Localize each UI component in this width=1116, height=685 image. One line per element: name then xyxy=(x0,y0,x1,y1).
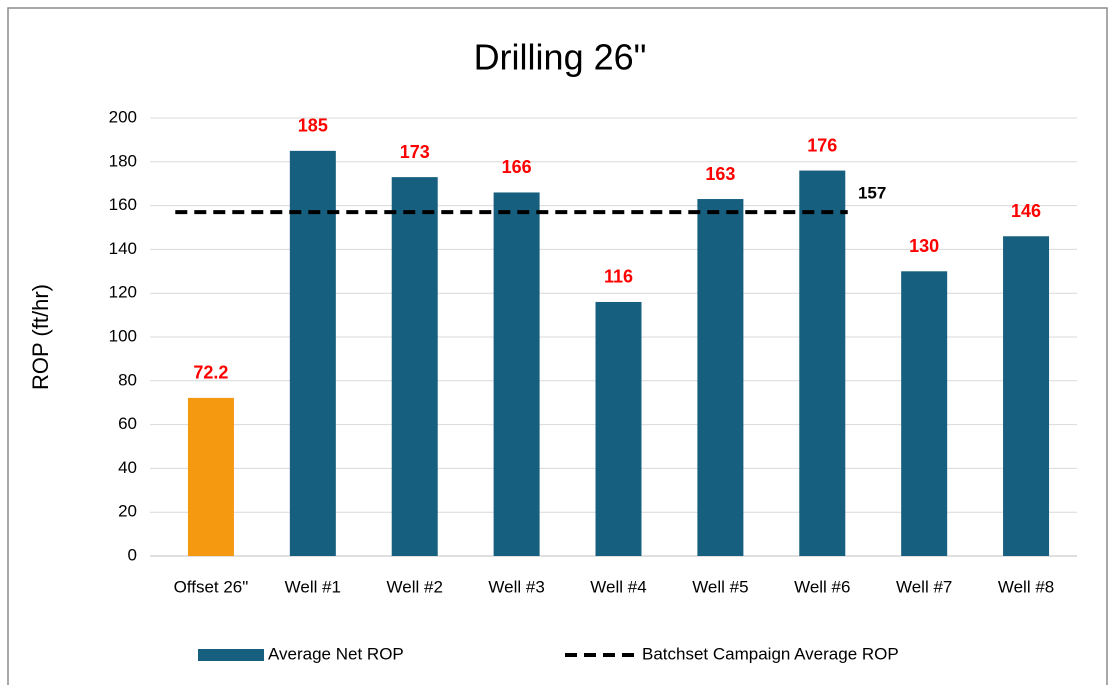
x-tick-label: Offset 26" xyxy=(174,577,249,596)
legend-swatch xyxy=(198,649,264,661)
x-tick-label: Well #3 xyxy=(488,577,544,596)
y-tick-label: 160 xyxy=(109,195,137,214)
bar xyxy=(799,170,846,556)
bar xyxy=(493,192,540,556)
bar xyxy=(1003,236,1050,556)
data-label: 146 xyxy=(1011,201,1041,221)
y-tick-label: 40 xyxy=(118,458,137,477)
bar xyxy=(697,199,744,556)
x-tick-label: Well #8 xyxy=(998,577,1054,596)
y-tick-label: 140 xyxy=(109,239,137,258)
data-label: 116 xyxy=(604,267,633,287)
chart-title: Drilling 26" xyxy=(474,37,647,78)
y-axis-label: ROP (ft/hr) xyxy=(28,284,53,390)
legend-label: Batchset Campaign Average ROP xyxy=(642,644,899,663)
data-label: 163 xyxy=(705,164,735,184)
bar xyxy=(901,271,948,556)
x-tick-label: Well #5 xyxy=(692,577,748,596)
data-label: 130 xyxy=(909,236,939,256)
bar xyxy=(289,150,336,556)
bar xyxy=(391,177,438,556)
y-tick-label: 120 xyxy=(109,283,137,302)
y-tick-label: 200 xyxy=(109,107,137,126)
x-tick-label: Well #7 xyxy=(896,577,952,596)
data-label: 176 xyxy=(807,135,837,155)
legend-label: Average Net ROP xyxy=(268,644,404,663)
y-tick-label: 0 xyxy=(128,545,137,564)
bar xyxy=(187,397,234,556)
x-tick-label: Well #2 xyxy=(387,577,443,596)
x-tick-label: Well #6 xyxy=(794,577,850,596)
y-tick-label: 60 xyxy=(118,414,137,433)
data-label: 72.2 xyxy=(193,363,228,383)
x-tick-label: Well #4 xyxy=(590,577,646,596)
data-label: 185 xyxy=(298,116,328,136)
y-tick-label: 20 xyxy=(118,502,137,521)
x-tick-label: Well #1 xyxy=(285,577,341,596)
data-label: 166 xyxy=(502,157,532,177)
y-tick-label: 180 xyxy=(109,151,137,170)
bar xyxy=(595,301,642,556)
reference-label: 157 xyxy=(858,184,886,203)
y-tick-label: 100 xyxy=(109,326,137,345)
y-tick-label: 80 xyxy=(118,370,137,389)
data-label: 173 xyxy=(400,142,430,162)
